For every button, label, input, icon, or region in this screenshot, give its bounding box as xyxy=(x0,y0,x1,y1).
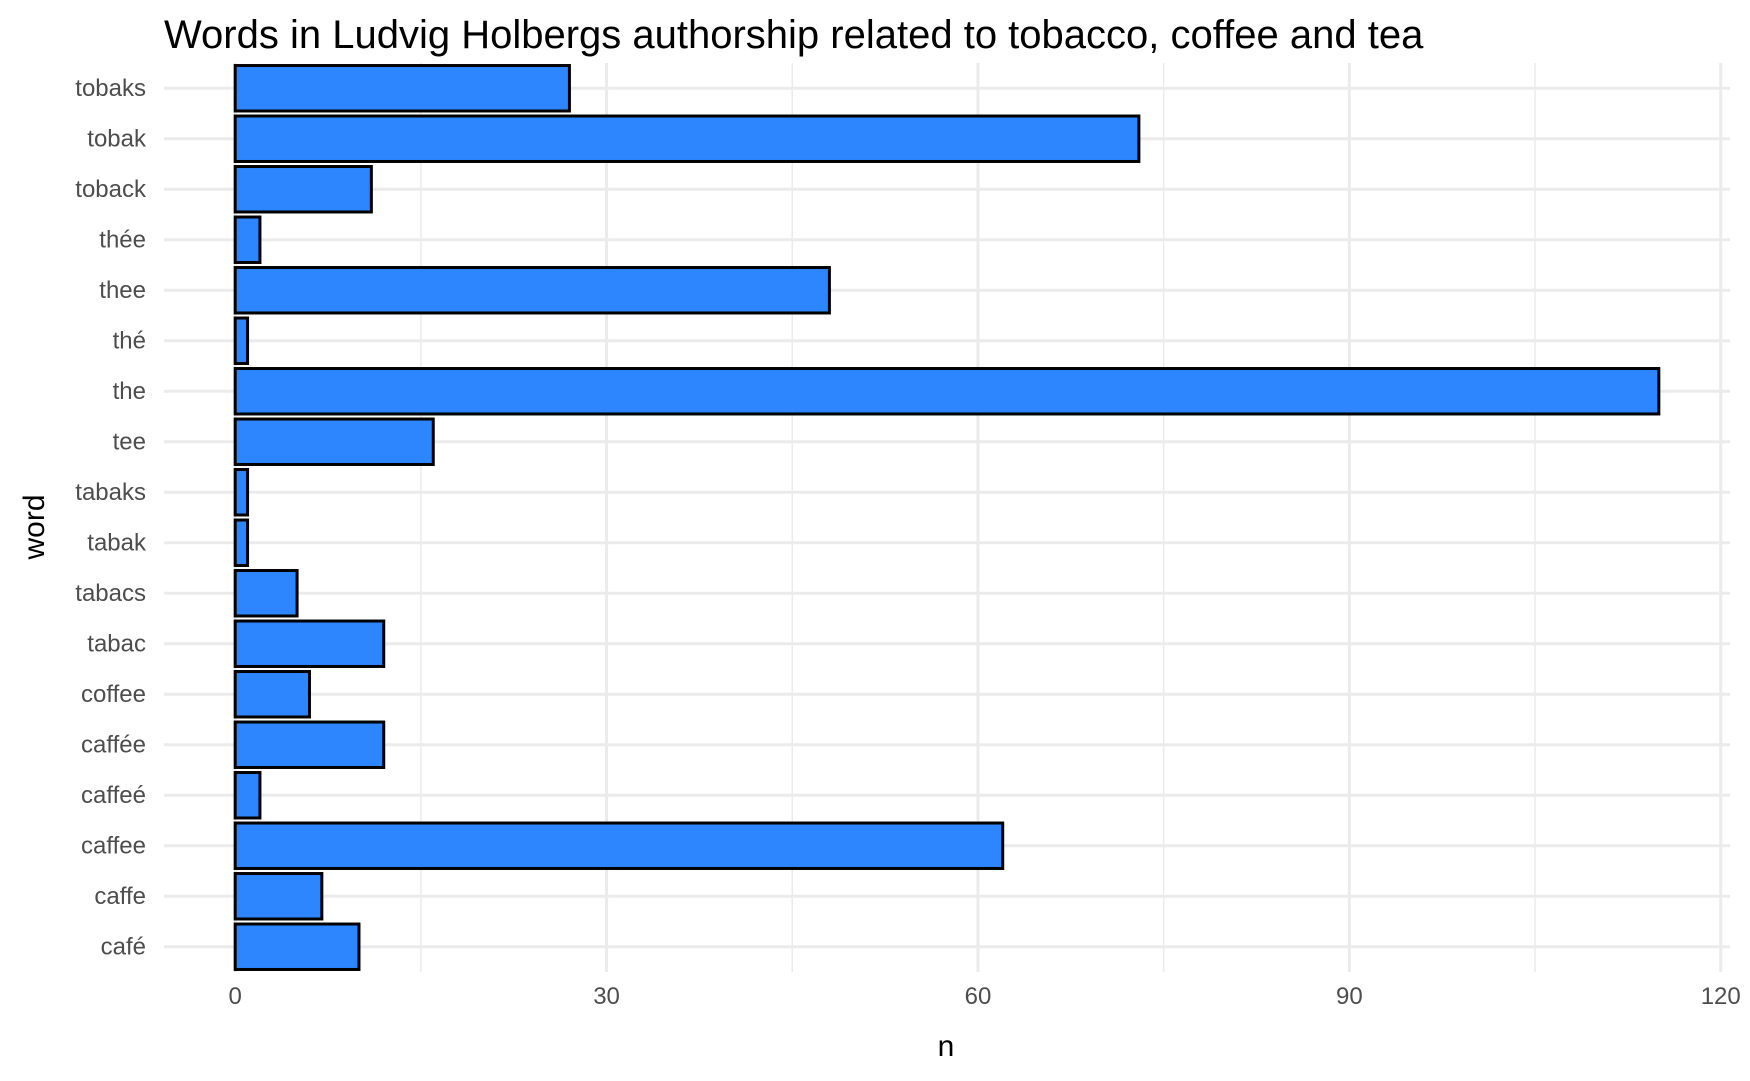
y-tick-label: café xyxy=(101,933,146,960)
y-tick-label: tobaks xyxy=(75,75,146,102)
bar-tobak xyxy=(233,114,1141,163)
y-axis-tick-labels: café caffe caffee caffeé cafféе coffee tabac ta… xyxy=(75,75,147,961)
bar-thé xyxy=(233,316,250,365)
bar-café xyxy=(233,922,361,971)
y-tick-label: thé xyxy=(113,327,146,354)
y-tick-label: the xyxy=(113,378,146,405)
x-tick-label: 90 xyxy=(1336,983,1363,1010)
y-tick-label: tabak xyxy=(87,529,147,556)
bar-tee xyxy=(233,417,435,466)
y-tick-label: cafféе xyxy=(81,731,146,758)
y-tick-label: thee xyxy=(99,277,146,304)
bar-toback xyxy=(233,165,373,214)
y-tick-label: tobak xyxy=(87,125,147,152)
bar-caffee xyxy=(233,821,1005,870)
bar-caffeé xyxy=(233,771,262,820)
bar-coffee xyxy=(233,670,311,719)
y-tick-label: caffe xyxy=(94,883,146,910)
bar-tobaks xyxy=(233,64,571,113)
x-tick-label: 0 xyxy=(229,983,242,1010)
bar-thee xyxy=(233,266,831,315)
x-axis-tick-labels: 0 30 60 90 120 xyxy=(229,983,1741,1010)
y-tick-label: tabacs xyxy=(75,580,146,607)
x-tick-label: 120 xyxy=(1701,983,1741,1010)
bar-tabaks xyxy=(233,468,250,517)
y-tick-label: caffee xyxy=(81,832,146,859)
bar-thée xyxy=(233,215,262,264)
y-tick-label: toback xyxy=(75,176,147,203)
y-tick-label: tabaks xyxy=(75,479,146,506)
chart-title: Words in Ludvig Holbergs authorship rela… xyxy=(164,13,1424,57)
x-axis-title: n xyxy=(938,1030,955,1063)
y-tick-label: thée xyxy=(99,226,146,253)
bar-cafféе xyxy=(233,720,386,769)
x-tick-label: 60 xyxy=(965,983,992,1010)
bar-tabak xyxy=(233,518,250,567)
y-tick-label: coffee xyxy=(81,681,146,708)
y-tick-label: tee xyxy=(113,428,146,455)
y-tick-label: caffeé xyxy=(81,782,146,809)
bar-tabac xyxy=(233,619,386,668)
y-tick-label: tabac xyxy=(87,630,146,657)
y-axis-title: word xyxy=(18,494,51,560)
bar-caffe xyxy=(233,872,324,921)
bars xyxy=(233,64,1661,971)
bar-the xyxy=(233,367,1661,416)
x-tick-label: 30 xyxy=(593,983,620,1010)
bar-tabacs xyxy=(233,569,299,618)
